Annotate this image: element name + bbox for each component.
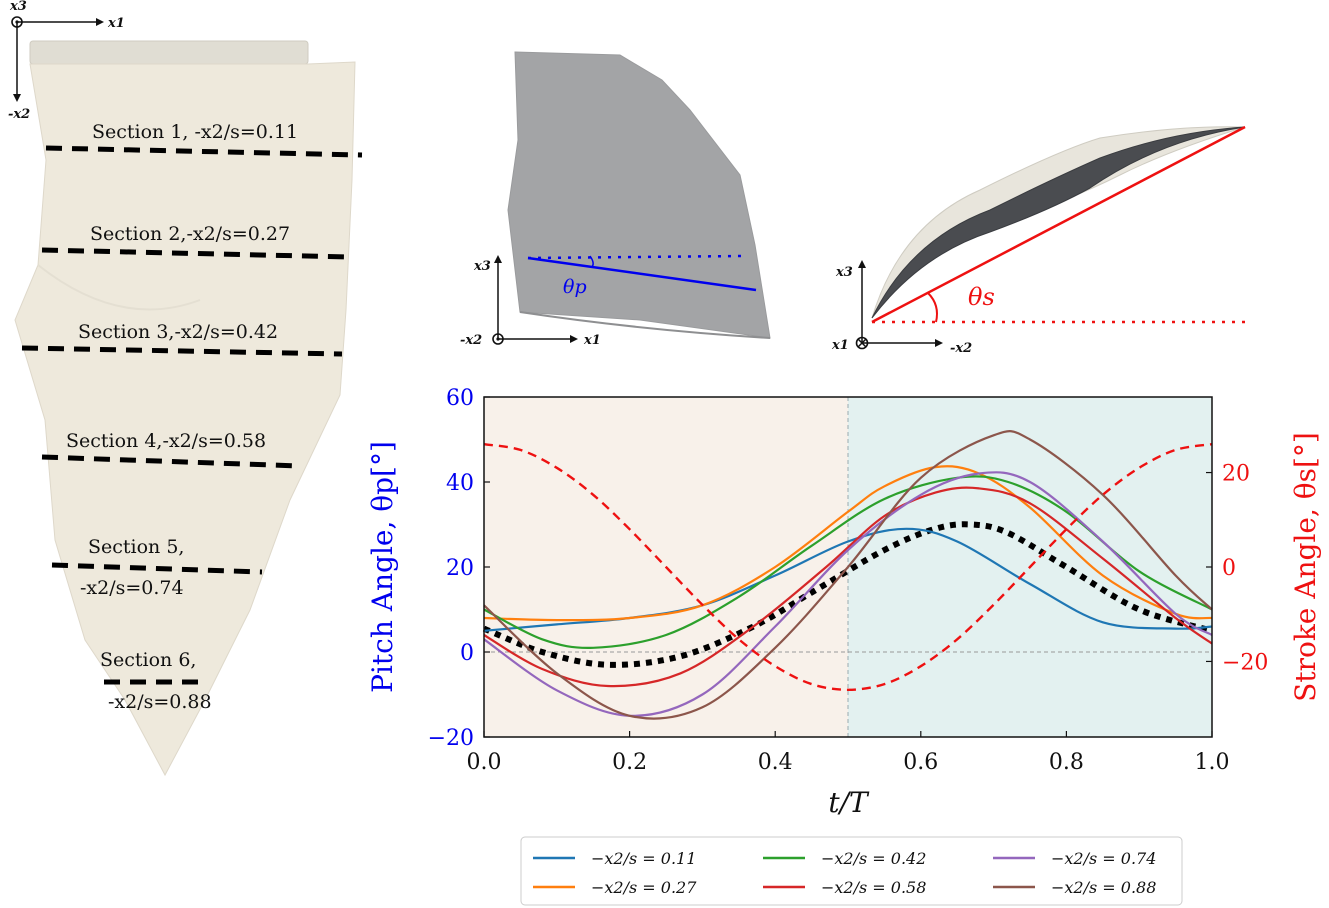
stroke-neg-x2-label: -x2	[950, 341, 972, 356]
pitch-diagram: θp x3 x1 -x2	[460, 51, 771, 348]
legend-items: −x2/s = 0.11 −x2/s = 0.42 −x2/s = 0.74 −x2/…	[533, 849, 1156, 897]
series-line-6	[482, 521, 1213, 668]
series-line-3	[483, 486, 1213, 688]
theta-s-label: θs	[968, 283, 995, 311]
pitch-angle-arc	[589, 255, 594, 268]
section-line-1	[45, 145, 363, 158]
y-left-tick-label: 40	[446, 471, 474, 496]
stroke-diagram: θs x3 x1 -x2	[831, 125, 1246, 356]
wing-panel: x3 x1 -x2 Section 1, -x2/s=0.11 Section …	[8, 0, 363, 777]
ticks-layer: 0.0 0.2 0.4 0.6 0.8 1.0 −20 0 20 40 60 −20 0 20	[428, 386, 1269, 775]
x3-axis-label: x3	[9, 0, 27, 14]
x1-axis-label: x1	[107, 16, 125, 31]
pitch-neg-x2-label: -x2	[460, 333, 482, 348]
x-axis-label: t/T	[828, 786, 870, 819]
y-right-tick-label: 20	[1222, 462, 1250, 487]
pitch-axes-triad: x3 x1 -x2	[460, 255, 601, 348]
stroke-chord-line	[871, 125, 1246, 324]
section-2-label: Section 2,-x2/s=0.27	[90, 223, 290, 245]
neg-x2-axis-label: -x2	[8, 107, 30, 122]
legend-label: −x2/s = 0.11	[591, 849, 696, 868]
stroke-x1-label: x1	[831, 338, 849, 353]
section-1-label: Section 1, -x2/s=0.11	[92, 121, 298, 143]
wing-axes-triad: x3 x1 -x2	[8, 0, 125, 122]
section-3-label: Section 3,-x2/s=0.42	[78, 321, 278, 343]
theta-p-label: θp	[563, 276, 587, 298]
y-left-tick-label: 60	[446, 386, 474, 411]
legend-label: −x2/s = 0.42	[821, 849, 926, 868]
legend-label: −x2/s = 0.58	[821, 878, 926, 897]
y-axis-left-label: Pitch Angle, θp[°]	[366, 441, 399, 693]
pitch-wing-surface	[507, 51, 771, 339]
y-left-tick-label: 0	[460, 641, 474, 666]
x-tick-label: 0.8	[1049, 750, 1084, 775]
section-6-value: -x2/s=0.88	[108, 691, 212, 713]
stroke-x3-label: x3	[835, 265, 853, 280]
section-5-label: Section 5,	[88, 536, 184, 558]
x-tick-label: 0.6	[903, 750, 938, 775]
series-line-7	[483, 443, 1213, 692]
y-right-tick-label: 0	[1222, 556, 1236, 581]
legend: −x2/s = 0.11 −x2/s = 0.42 −x2/s = 0.74 −x2/…	[520, 836, 1183, 906]
stroke-angle-arc	[927, 292, 938, 323]
y-left-tick-label: −20	[428, 726, 474, 751]
x-tick-label: 0.0	[467, 750, 502, 775]
section-4-label: Section 4,-x2/s=0.58	[66, 430, 266, 452]
legend-label: −x2/s = 0.74	[1051, 849, 1156, 868]
legend-label: −x2/s = 0.27	[591, 878, 697, 897]
section-line-5	[51, 562, 263, 575]
series-line-5	[483, 430, 1213, 720]
wing-body	[14, 61, 356, 777]
series-line-1	[483, 465, 1213, 622]
series-line-4	[483, 471, 1213, 717]
wing-section-lines	[21, 145, 363, 685]
x-tick-label: 0.4	[758, 750, 793, 775]
series-layer	[482, 430, 1213, 720]
pitch-chord-line	[527, 256, 757, 292]
stroke-axes-triad: x3 x1 -x2	[831, 260, 972, 356]
y-axis-right-label: Stroke Angle, θs[°]	[1289, 432, 1322, 702]
section-line-3	[21, 345, 343, 357]
x-tick-label: 0.2	[612, 750, 647, 775]
legend-label: −x2/s = 0.88	[1051, 878, 1156, 897]
wing-root-bar	[29, 40, 309, 65]
section-6-label: Section 6,	[100, 649, 196, 671]
pitch-x1-label: x1	[583, 333, 601, 348]
section-line-4	[41, 454, 301, 469]
pitch-x3-label: x3	[473, 259, 491, 274]
pitch-stroke-chart: 0.0 0.2 0.4 0.6 0.8 1.0 −20 0 20 40 60 −20 0 20 t/T P…	[366, 386, 1322, 819]
y-left-tick-label: 20	[446, 556, 474, 581]
section-5-value: -x2/s=0.74	[80, 577, 184, 599]
y-right-tick-label: −20	[1222, 650, 1268, 675]
x-tick-label: 1.0	[1195, 750, 1230, 775]
